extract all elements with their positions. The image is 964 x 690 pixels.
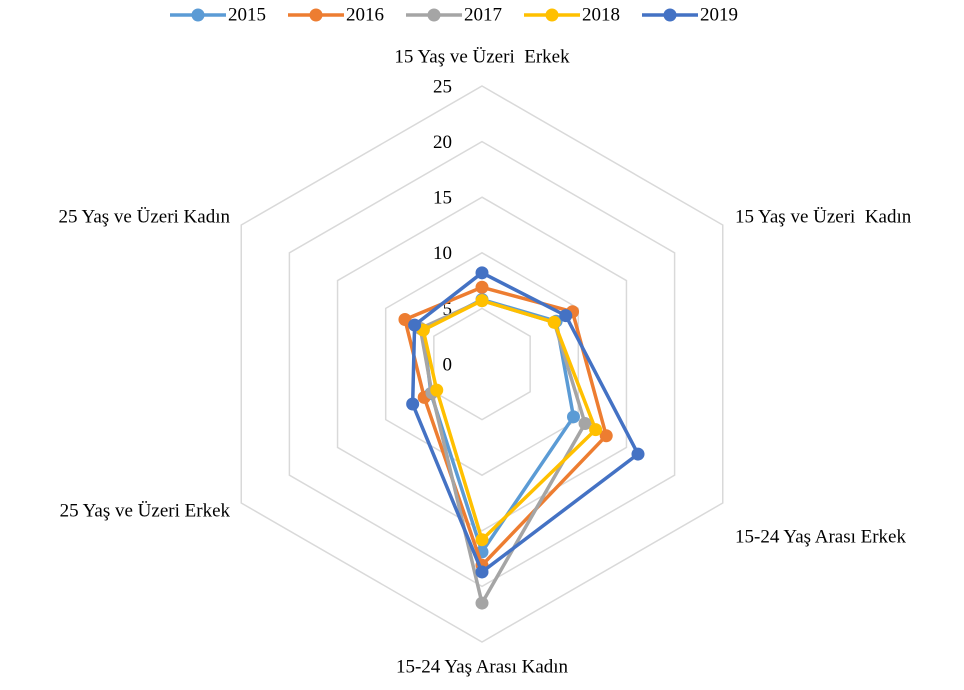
legend-label: 2016	[346, 4, 384, 25]
series-marker	[408, 318, 422, 332]
series-marker	[578, 416, 592, 430]
category-label: 25 Yaş ve Üzeri Erkek	[60, 500, 231, 521]
legend-label: 2017	[464, 4, 502, 25]
legend-marker	[191, 8, 205, 22]
series-marker	[475, 280, 489, 294]
r-tick-label: 15	[433, 188, 452, 209]
series-marker	[631, 447, 645, 461]
series-marker	[566, 410, 580, 424]
category-label: 15-24 Yaş Arası Erkek	[735, 526, 906, 547]
grid-ring	[336, 196, 628, 532]
series-marker	[475, 533, 489, 547]
series-marker	[559, 309, 573, 323]
category-label: 15 Yaş ve Üzeri Erkek	[394, 46, 570, 67]
series-marker	[430, 383, 444, 397]
r-tick-label: 5	[443, 299, 453, 320]
r-tick-label: 10	[433, 243, 452, 264]
series-marker	[475, 294, 489, 308]
series-marker	[547, 315, 561, 329]
series-line	[403, 285, 608, 568]
series-marker	[475, 596, 489, 610]
legend-label: 2019	[700, 4, 738, 25]
legend-marker	[545, 8, 559, 22]
series-marker	[589, 423, 603, 437]
legend-marker	[663, 8, 677, 22]
category-label: 15 Yaş ve Üzeri Kadın	[735, 206, 912, 227]
grid-ring	[240, 85, 724, 643]
r-tick-label: 25	[433, 76, 452, 97]
series-marker	[475, 266, 489, 280]
grid-ring	[288, 140, 676, 588]
legend-marker	[427, 8, 441, 22]
r-tick-label: 20	[433, 132, 452, 153]
legend-label: 2018	[582, 4, 620, 25]
series-marker	[406, 397, 420, 411]
grid-ring	[384, 251, 580, 477]
legend-label: 2015	[228, 4, 266, 25]
series-marker	[398, 313, 412, 327]
category-label: 25 Yaş ve Üzeri Kadın	[58, 206, 230, 227]
series-marker	[599, 429, 613, 443]
series-marker	[475, 565, 489, 579]
r-tick-label: 0	[443, 354, 453, 375]
legend-marker	[309, 8, 323, 22]
grid-ring	[433, 307, 531, 421]
category-label: 15-24 Yaş Arası Kadın	[396, 656, 569, 677]
